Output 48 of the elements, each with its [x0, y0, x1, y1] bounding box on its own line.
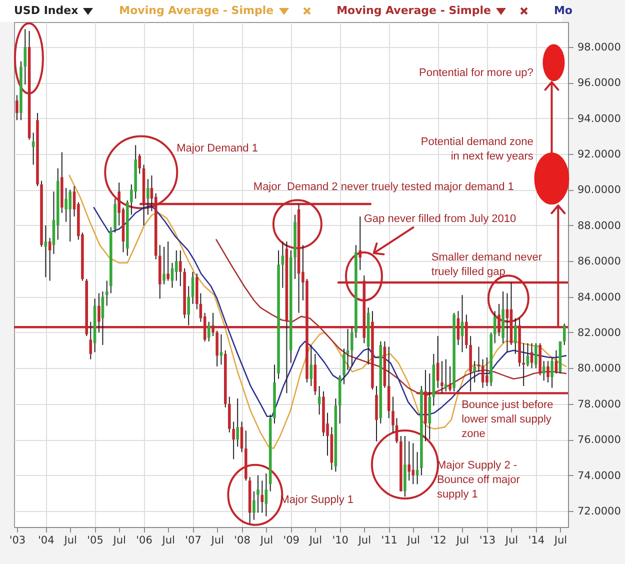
y-tick-label: 76.0000 — [578, 434, 621, 446]
legend-label: Moving Average - Simple — [119, 4, 274, 18]
x-tick-label: '08 — [234, 534, 250, 546]
y-tick-label: 74.0000 — [578, 470, 621, 482]
x-tick-label: '11 — [381, 534, 398, 546]
annotation: Potential demand zone in next few years — [420, 136, 534, 163]
x-tick-label: Jul — [504, 534, 518, 546]
y-tick-label: 82.0000 — [578, 326, 621, 339]
y-tick-label: 90.0000 — [578, 184, 621, 196]
x-tick-label: Jul — [455, 534, 470, 546]
x-tick-label: '06 — [136, 534, 153, 546]
x-tick-label: '09 — [283, 534, 300, 546]
y-tick-label: 88.0000 — [578, 220, 621, 232]
x-tick-label: '14 — [528, 534, 545, 546]
x-tick-label: '03 — [9, 534, 26, 546]
y-tick-label: 80.0000 — [578, 362, 621, 375]
x-tick-label: '05 — [87, 534, 104, 546]
x-tick-label: '13 — [479, 534, 496, 546]
annotation: Pontential for more up? — [419, 66, 534, 79]
x-tick-label: Jul — [112, 534, 126, 546]
annotation: Bounce just before lower small supply zone — [462, 399, 554, 440]
annotation: Major Demand 2 never truely tested major demand 1 — [253, 181, 514, 194]
x-tick-label: Jul — [406, 534, 420, 546]
y-tick-label: 98.0000 — [578, 41, 621, 54]
x-tick-label: '04 — [38, 534, 55, 546]
x-tick-label: Jul — [161, 534, 175, 546]
x-tick-label: Jul — [308, 534, 322, 546]
x-tick-label: Jul — [63, 534, 77, 546]
x-tick-label: Jul — [259, 534, 274, 546]
y-tick-label: 92.0000 — [578, 148, 621, 161]
y-tick-label: 96.0000 — [578, 77, 621, 90]
annotation: Major Demand 1 — [176, 142, 258, 155]
x-tick-label: Jul — [553, 534, 568, 546]
x-tick-label: Jul — [210, 534, 224, 546]
y-tick-label: 84.0000 — [578, 291, 621, 304]
x-tick-label: '07 — [185, 534, 202, 546]
annotation: Gap never filled from July 2010 — [364, 212, 516, 225]
annotation: Smaller demand never truely filled gap — [431, 252, 542, 278]
legend-label: Moving Average - Simple — [336, 4, 491, 18]
y-tick-label: 94.0000 — [578, 112, 621, 125]
y-tick-label: 78.0000 — [578, 398, 621, 410]
y-tick-label: 86.0000 — [578, 256, 621, 268]
text: USD Index — [14, 4, 78, 18]
x-tick-label: Jul — [357, 534, 371, 546]
y-tick-label: 72.0000 — [578, 505, 621, 518]
text: Mo — [554, 4, 572, 18]
x-tick-label: '10 — [332, 534, 348, 546]
x-tick-label: '12 — [430, 534, 446, 546]
